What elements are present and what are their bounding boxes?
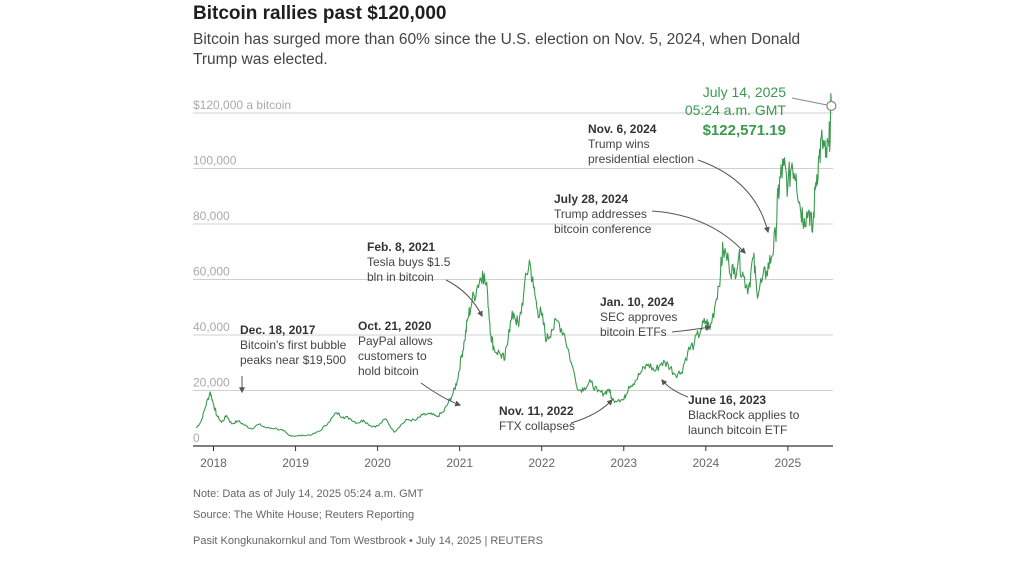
annotation-text: bitcoin ETFs bbox=[600, 325, 667, 339]
annotation-text: SEC approves bbox=[600, 310, 677, 324]
x-axis: 2018 2019 2020 2021 2022 2023 2024 2025 bbox=[193, 445, 833, 470]
chart-source: Source: The White House; Reuters Reporti… bbox=[193, 509, 415, 521]
x-tick-label: 2022 bbox=[528, 456, 555, 470]
y-tick-label: 60,000 bbox=[193, 265, 230, 279]
annotation-date: Dec. 18, 2017 bbox=[240, 323, 316, 337]
annotation-arrow bbox=[661, 379, 689, 398]
annotation-date: July 28, 2024 bbox=[554, 192, 628, 206]
annotation-date: Oct. 21, 2020 bbox=[358, 319, 432, 333]
series-layer bbox=[195, 92, 832, 437]
chart-title: Bitcoin rallies past $120,000 bbox=[193, 3, 447, 24]
annotation-text: customers to bbox=[358, 349, 427, 363]
y-tick-label: 20,000 bbox=[193, 376, 230, 390]
annotation-arrow bbox=[420, 382, 462, 407]
y-tick-label: $120,000 a bitcoin bbox=[193, 98, 291, 112]
x-tick-label: 2023 bbox=[610, 456, 637, 470]
annotation-arrow bbox=[671, 324, 712, 333]
y-axis-labels: $120,000 a bitcoin 100,000 80,000 60,000 40,… bbox=[193, 98, 291, 445]
x-tick-label: 2019 bbox=[282, 456, 309, 470]
annotation-text: FTX collapses bbox=[499, 419, 575, 433]
annotation-text: Trump wins bbox=[588, 137, 650, 151]
chart-subtitle: Bitcoin has surged more than 60% since t… bbox=[193, 31, 801, 68]
annotation-text: bitcoin conference bbox=[554, 222, 652, 236]
annotation-text: Bitcoin's first bubble bbox=[240, 338, 347, 352]
highlight-value: $122,571.19 bbox=[703, 122, 786, 139]
annotation-text: presidential election bbox=[588, 152, 694, 166]
annotation-text: peaks near $19,500 bbox=[240, 353, 346, 367]
annotation-text: BlackRock applies to bbox=[688, 408, 800, 422]
highlight-date: July 14, 2025 bbox=[703, 84, 786, 100]
y-tick-label: 40,000 bbox=[193, 320, 230, 334]
annotation-text: bln in bitcoin bbox=[367, 270, 434, 284]
x-tick-label: 2025 bbox=[775, 456, 802, 470]
annotation-arrow bbox=[570, 399, 613, 424]
chart-note: Note: Data as of July 14, 2025 05:24 a.m… bbox=[193, 488, 424, 500]
annotation-text: PayPal allows bbox=[358, 334, 433, 348]
latest-point-leader bbox=[791, 97, 827, 106]
annotation-arrow bbox=[445, 279, 483, 318]
annotation-date: Nov. 6, 2024 bbox=[588, 122, 657, 136]
y-tick-label: 0 bbox=[193, 431, 200, 445]
latest-point-marker bbox=[826, 100, 837, 111]
annotation-arrow bbox=[697, 159, 770, 234]
y-tick-label: 100,000 bbox=[193, 154, 237, 168]
highlight-time: 05:24 a.m. GMT bbox=[685, 102, 787, 118]
annotations: July 14, 2025 05:24 a.m. GMT $122,571.19 De… bbox=[239, 84, 837, 437]
x-tick-label: 2020 bbox=[364, 456, 391, 470]
annotation-text: hold bitcoin bbox=[358, 364, 419, 378]
annotation-text: Trump addresses bbox=[554, 207, 647, 221]
annotation-date: Nov. 11, 2022 bbox=[499, 404, 574, 418]
gridlines bbox=[193, 112, 833, 391]
annotation-arrow bbox=[651, 210, 746, 254]
annotation-date: June 16, 2023 bbox=[688, 393, 766, 407]
annotation-date: Feb. 8, 2021 bbox=[367, 240, 435, 254]
x-tick-label: 2018 bbox=[200, 456, 227, 470]
y-tick-label: 80,000 bbox=[193, 209, 230, 223]
price-line bbox=[195, 92, 832, 437]
annotation-date: Jan. 10, 2024 bbox=[600, 295, 674, 309]
x-tick-label: 2024 bbox=[692, 456, 719, 470]
x-tick-label: 2021 bbox=[446, 456, 473, 470]
chart-credit: Pasit Kongkunakornkul and Tom Westbrook … bbox=[193, 535, 543, 547]
annotation-text: Tesla buys $1.5 bbox=[367, 255, 451, 269]
annotation-text: launch bitcoin ETF bbox=[688, 423, 787, 437]
